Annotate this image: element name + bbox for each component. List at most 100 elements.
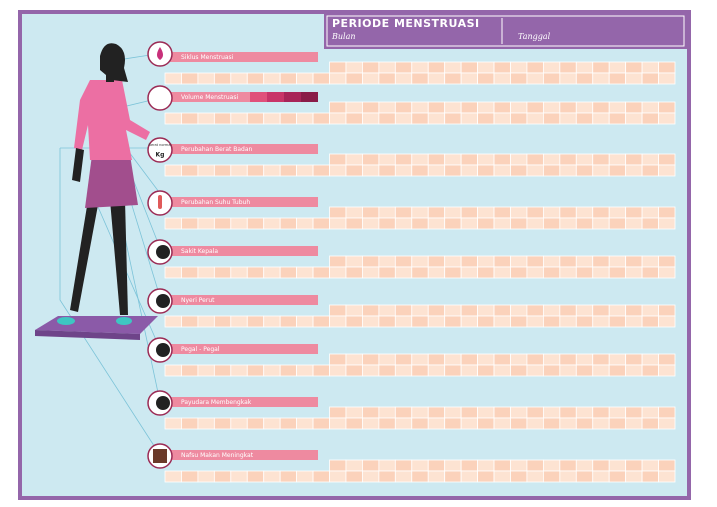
day-cell <box>378 101 396 114</box>
day-cell <box>345 266 363 279</box>
day-cell <box>230 364 248 377</box>
day-cell <box>427 153 446 166</box>
day-cell <box>197 315 215 328</box>
day-cell <box>213 164 232 177</box>
body-icon <box>156 343 170 357</box>
day-cell <box>329 153 347 166</box>
day-cell <box>608 266 627 279</box>
day-cell <box>181 364 199 377</box>
day-cell <box>460 153 478 166</box>
day-cell <box>213 217 232 230</box>
day-cell <box>394 459 413 472</box>
day-cell <box>181 217 199 230</box>
day-cell <box>477 417 495 430</box>
day-cell <box>197 164 215 177</box>
day-cell <box>559 217 577 230</box>
volume-swatch <box>284 92 301 102</box>
day-cell <box>625 364 643 377</box>
day-cell <box>394 417 413 430</box>
day-cell <box>592 470 610 483</box>
day-cell <box>197 112 215 125</box>
day-cell <box>510 406 528 419</box>
day-cell <box>526 304 544 317</box>
day-cell <box>493 206 511 219</box>
day-cell <box>559 101 577 114</box>
day-cell <box>263 112 281 125</box>
day-cell <box>510 217 528 230</box>
label-band <box>165 92 318 102</box>
day-cell <box>493 266 511 279</box>
day-cell <box>362 206 380 219</box>
day-cell <box>592 153 610 166</box>
day-cell <box>394 406 413 419</box>
day-cell <box>542 406 561 419</box>
day-cell <box>329 206 347 219</box>
day-cell <box>608 304 627 317</box>
label-band <box>165 295 318 305</box>
day-cell <box>394 304 413 317</box>
day-cell <box>427 406 446 419</box>
day-cell <box>164 217 182 230</box>
day-cell <box>559 153 577 166</box>
day-cell <box>526 217 544 230</box>
day-cell <box>411 206 429 219</box>
day-cell <box>575 266 594 279</box>
day-cell <box>444 304 462 317</box>
day-cell <box>329 266 347 279</box>
day-cell <box>625 61 643 74</box>
day-cell <box>460 112 478 125</box>
day-cell <box>658 72 676 85</box>
day-cell <box>230 112 248 125</box>
day-cell <box>312 470 330 483</box>
day-cell <box>542 459 561 472</box>
day-cell <box>575 304 594 317</box>
day-cell <box>510 164 528 177</box>
day-cell <box>625 353 643 366</box>
day-cell <box>345 304 363 317</box>
day-cell <box>444 470 462 483</box>
day-cell <box>394 72 413 85</box>
header-box <box>324 14 687 49</box>
day-cell <box>279 364 298 377</box>
jacket <box>74 80 150 160</box>
day-cell <box>394 364 413 377</box>
day-cell <box>312 112 330 125</box>
day-cell <box>411 72 429 85</box>
rows: Siklus Menstruasi Volume Menstruasi Peruba… <box>147 41 676 483</box>
label-band <box>165 144 318 154</box>
day-cell <box>460 406 478 419</box>
day-cell <box>197 266 215 279</box>
day-cell <box>164 470 182 483</box>
day-cell <box>279 266 298 279</box>
day-cell <box>164 72 182 85</box>
day-cell <box>181 470 199 483</box>
day-cell <box>575 255 594 268</box>
volume-swatch <box>250 92 267 102</box>
day-cell <box>641 315 659 328</box>
day-cell <box>427 72 446 85</box>
day-cell <box>641 304 659 317</box>
day-cell <box>493 315 511 328</box>
day-cell <box>164 266 182 279</box>
drop-icon <box>157 47 163 60</box>
day-cell <box>592 364 610 377</box>
leg <box>110 200 128 315</box>
day-cell <box>625 217 643 230</box>
day-cell <box>296 364 314 377</box>
day-cell <box>362 353 380 366</box>
day-cell <box>362 112 380 125</box>
day-cell <box>608 206 627 219</box>
day-cell <box>164 112 182 125</box>
day-cell <box>394 315 413 328</box>
day-cell <box>427 217 446 230</box>
day-cell <box>263 266 281 279</box>
day-cell <box>411 164 429 177</box>
day-cell <box>526 153 544 166</box>
day-cell <box>427 266 446 279</box>
day-cell <box>658 266 676 279</box>
row-icon <box>147 137 173 163</box>
day-cell <box>427 470 446 483</box>
shoe <box>57 317 75 325</box>
day-cell <box>526 459 544 472</box>
